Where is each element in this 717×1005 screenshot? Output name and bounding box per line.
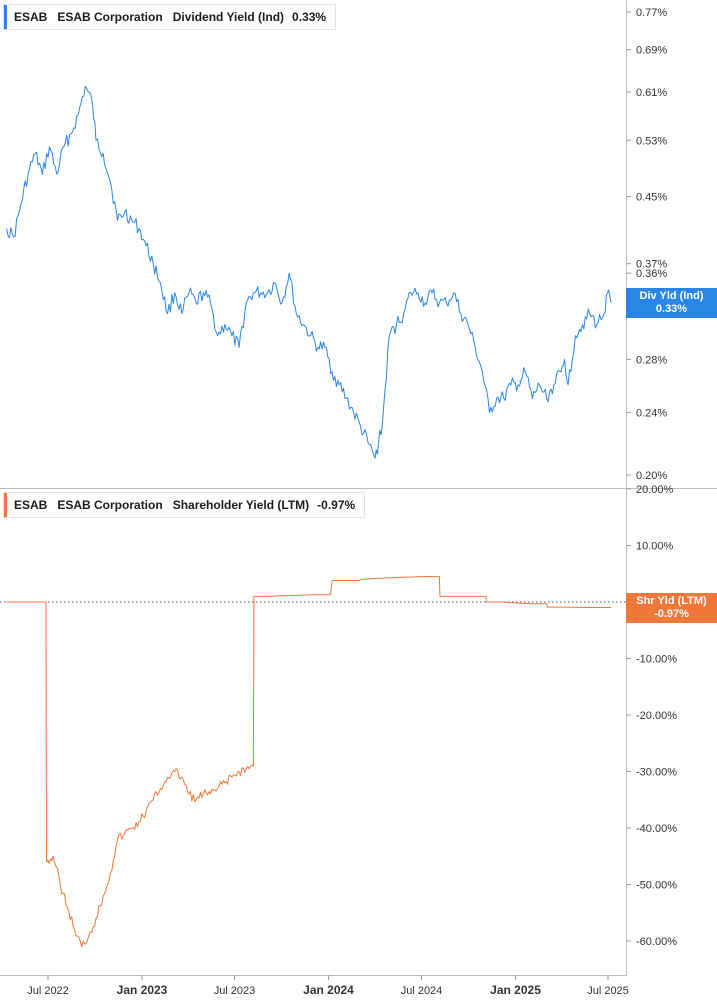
- dividend-y-tick-label: 0.36%: [636, 268, 667, 280]
- x-tick-label: Jan 2024: [303, 983, 354, 997]
- dividend-y-tick-label: 0.37%: [636, 259, 667, 271]
- x-tick-label: Jul 2022: [27, 985, 69, 997]
- shareholder-legend[interactable]: ESAB ESAB Corporation Shareholder Yield …: [3, 492, 366, 518]
- x-tick-label: Jul 2025: [587, 985, 629, 997]
- dividend-legend-series: Dividend Yield (Ind): [172, 10, 285, 24]
- dividend-legend-ticker: ESAB: [14, 10, 48, 24]
- shareholder-y-tick-label: -30.00%: [636, 767, 677, 779]
- x-tick-label: Jan 2025: [490, 983, 541, 997]
- shareholder-legend-series: Shareholder Yield (LTM): [172, 498, 310, 512]
- shareholder-y-tick-label: 10.00%: [636, 541, 674, 553]
- shareholder-yield-line: [6, 576, 612, 948]
- dividend-y-tick-label: 0.45%: [636, 191, 667, 203]
- shareholder-legend-ticker: ESAB: [14, 498, 48, 512]
- dividend-y-tick-label: 0.24%: [636, 407, 667, 419]
- dividend-y-tick-label: 0.69%: [636, 45, 667, 57]
- x-tick-label: Jul 2024: [401, 985, 443, 997]
- x-tick-label: Jan 2023: [117, 983, 168, 997]
- dividend-y-tick-label: 0.20%: [636, 470, 667, 482]
- shareholder-last-value-tag: Shr Yld (LTM) -0.97%: [626, 593, 717, 623]
- shareholder-legend-swatch: [4, 493, 7, 517]
- dividend-legend-company: ESAB Corporation: [57, 10, 163, 24]
- dividend-y-tick-label: 0.28%: [636, 354, 667, 366]
- shareholder-y-tick-label: -20.00%: [636, 710, 677, 722]
- dividend-yield-line: [6, 85, 612, 459]
- dividend-tag-label: Div Yld (Ind): [639, 290, 704, 302]
- shareholder-tag-value: -0.97%: [654, 608, 689, 620]
- dividend-yield-chart: [6, 85, 612, 459]
- dividend-y-tick-label: 0.61%: [636, 87, 667, 99]
- dividend-y-tick-label: 0.77%: [636, 7, 667, 19]
- shareholder-legend-company: ESAB Corporation: [57, 498, 163, 512]
- dividend-tag-value: 0.33%: [655, 303, 688, 315]
- dividend-last-value-tag: Div Yld (Ind) 0.33%: [626, 288, 717, 318]
- shareholder-y-tick-label: 20.00%: [636, 484, 674, 496]
- shareholder-legend-value: -0.97%: [317, 498, 356, 512]
- shareholder-y-tick-label: -60.00%: [636, 936, 677, 948]
- shareholder-y-tick-label: -50.00%: [636, 880, 677, 892]
- dividend-legend-swatch: [4, 5, 7, 29]
- shareholder-yield-chart: [6, 576, 612, 948]
- dividend-legend-value: 0.33%: [292, 10, 327, 24]
- dividend-legend[interactable]: ESAB ESAB Corporation Dividend Yield (In…: [3, 4, 337, 30]
- x-tick-label: Jul 2023: [214, 985, 256, 997]
- dividend-y-tick-label: 0.53%: [636, 135, 667, 147]
- shareholder-tag-label: Shr Yld (LTM): [636, 595, 707, 607]
- shareholder-y-tick-label: -40.00%: [636, 823, 677, 835]
- shareholder-y-tick-label: -10.00%: [636, 654, 677, 666]
